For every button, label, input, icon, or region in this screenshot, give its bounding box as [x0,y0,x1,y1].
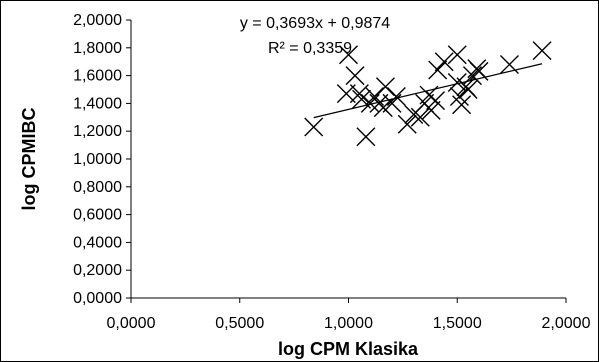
data-point [339,45,358,65]
data-point-stroke [365,86,385,106]
data-point-stroke [339,45,358,65]
data-points [304,41,552,147]
data-point-stroke [447,45,467,65]
data-point-stroke [499,54,519,74]
data-point [532,41,552,61]
data-point-stroke [397,114,417,134]
data-point [421,100,441,120]
data-point [449,86,469,106]
trendline [313,63,543,119]
data-point-stroke [304,117,324,137]
x-tick-label: 2,0000 [542,315,591,332]
y-tick-label: 1,0000 [73,151,122,168]
y-tick-label: 0,8000 [73,179,122,196]
data-point [356,127,376,147]
data-point [469,61,489,81]
data-point [410,107,430,127]
data-point [304,117,324,137]
data-point-stroke [410,107,430,127]
trendline-equation: y = 0,3693x + 0,9874 [240,15,390,32]
data-point-stroke [434,52,454,72]
y-tick-label: 0,6000 [73,207,122,224]
x-axis-title: log CPM Klasika [278,339,419,359]
data-point-stroke [386,86,406,106]
r-squared-label: R² = 0,3359 [268,40,352,57]
y-tick-label: 1,4000 [73,95,122,112]
y-tick-label: 0,0000 [73,290,122,307]
data-point [452,95,472,115]
x-tick-label: 1,0000 [324,315,373,332]
data-point-stroke [336,84,356,104]
data-point [397,114,417,134]
data-point-stroke [532,41,552,61]
data-point [428,60,448,80]
x-tick-label: 0,0000 [107,315,156,332]
data-point-stroke [352,89,372,109]
y-axis-title: log CPMIBC [19,108,39,211]
data-point [336,84,356,104]
data-point-stroke [469,61,489,81]
data-point-stroke [426,91,445,111]
x-tick-label: 1,5000 [433,315,482,332]
data-point [386,86,406,106]
data-point-stroke [428,60,448,80]
x-tick-label: 0,5000 [215,315,264,332]
data-point-stroke [449,86,469,106]
data-point [434,52,454,72]
data-point [447,45,467,65]
y-tick-label: 0,2000 [73,262,122,279]
data-point-stroke [375,77,395,97]
x-axis-ticks: 0,0000 0,5000 1,0000 1,5000 2,0000 [107,298,591,332]
data-point-stroke [356,127,376,147]
y-axis-ticks: 0,0000 0,2000 0,4000 0,6000 0,8000 1,0000 1,20… [73,12,131,307]
data-point-stroke [452,95,472,115]
data-point [345,66,365,86]
data-point-stroke [345,66,365,86]
data-point-stroke [349,84,369,104]
data-point-stroke [458,80,478,99]
y-tick-label: 1,8000 [73,40,122,57]
data-point [499,54,519,74]
data-point-stroke [421,100,441,120]
y-tick-label: 1,2000 [73,123,122,140]
y-tick-label: 0,4000 [73,234,122,251]
data-point [458,80,478,99]
data-point [375,77,395,97]
y-tick-label: 2,0000 [73,12,122,29]
y-tick-label: 1,6000 [73,68,122,85]
data-point [349,84,369,104]
data-point [426,91,445,111]
